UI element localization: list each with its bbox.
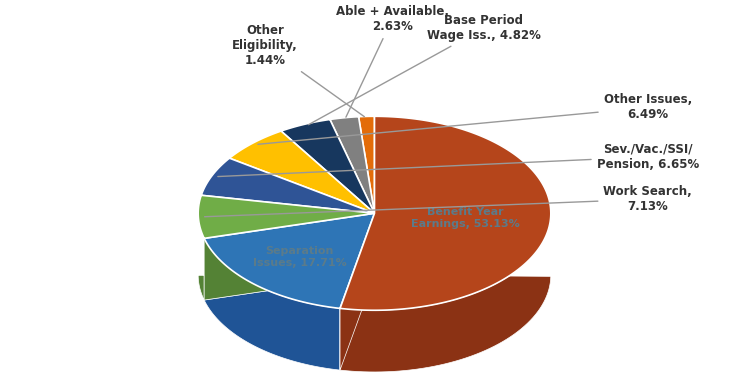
Polygon shape <box>201 158 374 213</box>
Polygon shape <box>204 213 374 300</box>
Text: Other
Eligibility,
1.44%: Other Eligibility, 1.44% <box>232 24 365 117</box>
Polygon shape <box>281 120 374 213</box>
Polygon shape <box>204 239 340 370</box>
Polygon shape <box>204 213 374 300</box>
Text: Base Period
Wage Iss., 4.82%: Base Period Wage Iss., 4.82% <box>309 14 541 125</box>
Polygon shape <box>340 213 374 370</box>
Polygon shape <box>340 116 551 310</box>
Text: Other Issues,
6.49%: Other Issues, 6.49% <box>258 93 692 144</box>
Text: Benefit Year
Earnings, 53.13%: Benefit Year Earnings, 53.13% <box>411 208 520 229</box>
Text: Sev./Vac./SSI/
Pension, 6.65%: Sev./Vac./SSI/ Pension, 6.65% <box>218 143 699 177</box>
Polygon shape <box>340 213 374 370</box>
Polygon shape <box>204 213 374 308</box>
Polygon shape <box>198 213 374 300</box>
Text: Separation
Issues, 17.71%: Separation Issues, 17.71% <box>253 246 347 268</box>
Text: Work Search,
7.13%: Work Search, 7.13% <box>204 185 692 217</box>
Polygon shape <box>340 213 551 372</box>
Polygon shape <box>229 131 374 213</box>
Polygon shape <box>359 116 374 213</box>
Polygon shape <box>198 195 374 239</box>
Polygon shape <box>330 117 374 213</box>
Text: Able + Available,
2.63%: Able + Available, 2.63% <box>336 5 449 117</box>
